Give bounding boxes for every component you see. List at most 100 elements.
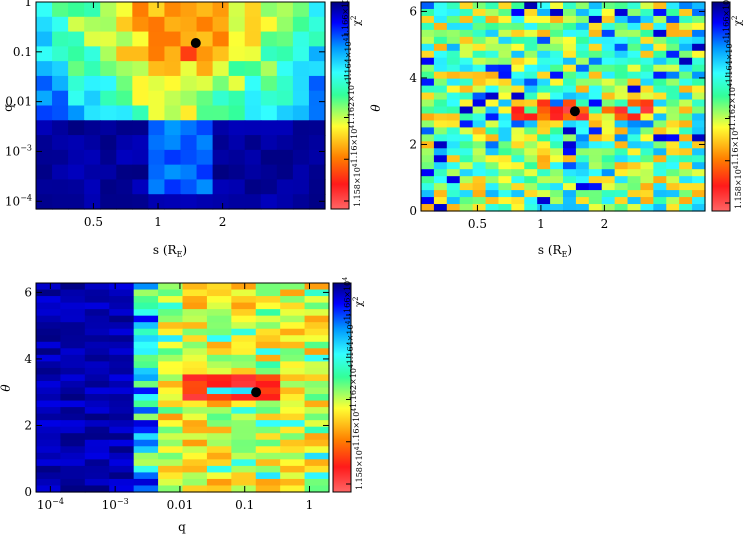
heatmap-cell bbox=[446, 162, 461, 170]
heatmap-cell bbox=[206, 341, 232, 349]
heatmap-cell bbox=[485, 15, 500, 24]
heatmap-cell bbox=[292, 90, 310, 107]
heatmap-cell bbox=[433, 2, 448, 10]
heatmap-cell bbox=[692, 169, 706, 177]
colorbar-label: χ2 bbox=[731, 15, 744, 26]
heatmap-cell bbox=[537, 148, 551, 156]
heatmap-cell bbox=[276, 46, 294, 62]
heatmap-cell bbox=[485, 64, 500, 73]
heatmap-cell bbox=[148, 46, 166, 62]
heatmap-cell bbox=[537, 64, 551, 73]
heatmap-cell bbox=[433, 99, 448, 108]
heatmap-cell bbox=[100, 135, 117, 151]
heatmap-cell bbox=[627, 120, 642, 128]
heatmap-cell bbox=[588, 99, 603, 108]
heatmap-cell bbox=[212, 164, 230, 181]
heatmap-cell bbox=[627, 183, 642, 191]
heatmap-cell bbox=[666, 71, 680, 80]
heatmap-cell bbox=[614, 8, 629, 17]
heatmap-cell bbox=[446, 183, 461, 191]
heatmap-cell bbox=[601, 162, 616, 170]
heatmap-cell bbox=[68, 179, 85, 195]
heatmap-cell bbox=[640, 64, 654, 73]
heatmap-cell bbox=[148, 135, 166, 151]
heatmap-cell bbox=[627, 50, 642, 59]
heatmap-cell bbox=[133, 459, 159, 467]
heatmap-cell bbox=[692, 127, 706, 135]
heatmap-cell bbox=[563, 8, 577, 17]
heatmap-cell bbox=[446, 176, 461, 184]
heatmap-cell bbox=[180, 194, 198, 210]
heatmap-cell bbox=[524, 106, 538, 115]
heatmap-cell bbox=[459, 120, 474, 128]
heatmap-cell bbox=[84, 400, 110, 408]
heatmap-cell bbox=[524, 197, 538, 205]
heatmap-cell bbox=[164, 179, 182, 195]
heatmap-cell bbox=[640, 162, 654, 170]
x-tick-label: 10−3 bbox=[102, 497, 129, 512]
heatmap-cell bbox=[433, 141, 448, 149]
heatmap-cell bbox=[679, 36, 693, 45]
heatmap-cell bbox=[158, 328, 184, 336]
heatmap-cell bbox=[511, 50, 525, 59]
heatmap-cell bbox=[212, 75, 230, 92]
heatmap-cell bbox=[231, 433, 257, 441]
heatmap-cell bbox=[228, 61, 246, 77]
heatmap-cell bbox=[164, 194, 182, 210]
heatmap-cell bbox=[537, 15, 551, 24]
heatmap-cell bbox=[36, 315, 62, 323]
heatmap-cell bbox=[666, 169, 680, 177]
colorbar-tick-labels: 1.158×1041.16×1041.162×1041.164×1041.166… bbox=[340, 0, 362, 207]
heatmap-cell bbox=[433, 85, 448, 94]
heatmap-cell bbox=[158, 341, 184, 349]
heatmap-cell bbox=[206, 361, 232, 369]
heatmap-cell bbox=[276, 105, 294, 121]
heatmap-cell bbox=[132, 194, 149, 210]
heatmap-cell bbox=[60, 426, 86, 434]
plot-frame bbox=[35, 282, 330, 493]
heatmap-cell bbox=[36, 433, 62, 441]
heatmap-cell bbox=[640, 141, 654, 149]
heatmap-cell bbox=[692, 162, 706, 170]
heatmap-cell bbox=[421, 29, 435, 38]
heatmap-cell bbox=[614, 15, 629, 24]
heatmap-cell bbox=[182, 413, 208, 421]
heatmap-cell bbox=[84, 374, 110, 382]
heatmap-cell bbox=[100, 179, 117, 195]
heatmap-cell bbox=[692, 78, 706, 87]
heatmap-cell bbox=[260, 16, 278, 33]
heatmap-cell bbox=[511, 92, 525, 101]
heatmap-cell bbox=[666, 85, 680, 94]
heatmap-cell bbox=[84, 309, 110, 317]
heatmap-cell bbox=[158, 433, 184, 441]
heatmap-cell bbox=[563, 15, 577, 24]
heatmap-cell bbox=[304, 328, 330, 336]
heatmap-cell bbox=[679, 50, 693, 59]
heatmap-cell bbox=[640, 99, 654, 108]
heatmap-cell bbox=[524, 204, 538, 212]
heatmap-cell bbox=[679, 22, 693, 31]
heatmap-cell bbox=[511, 197, 525, 205]
heatmap-cell bbox=[485, 36, 500, 45]
heatmap-cell bbox=[60, 465, 86, 474]
heatmap-cell bbox=[550, 176, 564, 184]
heatmap-cell bbox=[231, 348, 257, 356]
heatmap-cell bbox=[304, 341, 330, 349]
heatmap-cell bbox=[276, 31, 294, 47]
heatmap-cell bbox=[84, 478, 110, 487]
heatmap-cell bbox=[511, 71, 525, 80]
heatmap-cell bbox=[485, 43, 500, 52]
heatmap-cell bbox=[260, 194, 278, 210]
heatmap-cell bbox=[182, 322, 208, 330]
heatmap-cell bbox=[640, 85, 654, 94]
heatmap-cell bbox=[36, 61, 53, 77]
heatmap-cell bbox=[164, 164, 182, 181]
heatmap-cell bbox=[132, 149, 149, 166]
heatmap-cell bbox=[679, 127, 693, 135]
heatmap-cell bbox=[459, 85, 474, 94]
heatmap-cell bbox=[231, 446, 257, 454]
heatmap-cell bbox=[109, 400, 135, 408]
heatmap-cell bbox=[109, 459, 135, 467]
heatmap-cell bbox=[524, 141, 538, 149]
heatmap-cell bbox=[692, 155, 706, 163]
